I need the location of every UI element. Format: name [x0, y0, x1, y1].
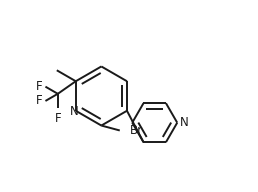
Text: F: F — [35, 80, 42, 93]
Text: F: F — [54, 112, 61, 125]
Text: N: N — [180, 116, 188, 129]
Text: F: F — [35, 94, 42, 108]
Text: Br: Br — [130, 124, 143, 137]
Text: N: N — [70, 105, 79, 118]
